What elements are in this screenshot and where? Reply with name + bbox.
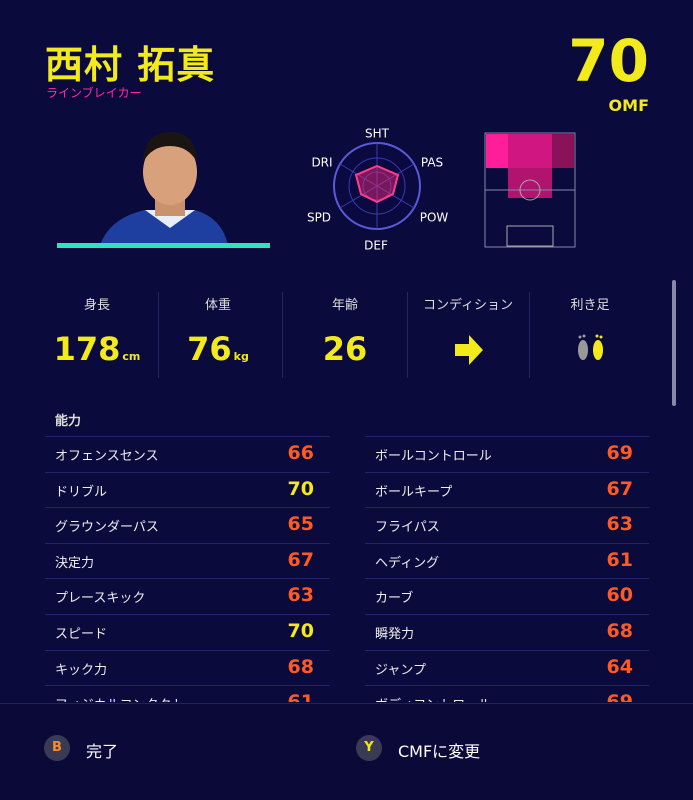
stat-name: ジャンプ bbox=[375, 662, 426, 678]
button-label[interactable]: 完了 bbox=[86, 742, 119, 761]
stat-name: ボディコントロール bbox=[375, 694, 491, 702]
stat-value: 69 bbox=[606, 442, 633, 464]
header-graphics: SHT PAS POW DEF SPD DRI bbox=[57, 127, 576, 253]
radar-label: DEF bbox=[364, 239, 388, 253]
stat-value: 64 bbox=[606, 655, 633, 678]
divider bbox=[406, 292, 408, 378]
info-icons bbox=[455, 334, 603, 365]
stat-row: ボディコントロール 69 bbox=[365, 685, 649, 702]
stat-value: 66 bbox=[287, 442, 314, 464]
stat-value: 65 bbox=[287, 513, 314, 536]
stat-value: 70 bbox=[287, 620, 314, 642]
stat-value: 67 bbox=[606, 477, 633, 500]
stat-row: ドリブル 70 bbox=[45, 471, 330, 508]
info-value: 76 kg bbox=[158, 330, 278, 368]
stat-row: 決定力 67 bbox=[45, 542, 330, 579]
radar-label: POW bbox=[420, 211, 449, 225]
stat-row: プレースキック 63 bbox=[45, 578, 330, 614]
foot-icon bbox=[578, 334, 603, 360]
stat-name: フライパス bbox=[375, 520, 440, 536]
stat-value: 63 bbox=[287, 584, 314, 607]
stat-name: オフェンスセンス bbox=[55, 449, 159, 464]
stat-name: グラウンダーパス bbox=[55, 520, 159, 536]
info-value: 26 bbox=[285, 330, 405, 368]
overall-rating: 70 bbox=[568, 27, 649, 95]
stat-name: ボールキープ bbox=[375, 484, 453, 500]
stat-name: プレースキック bbox=[55, 591, 146, 607]
info-number: 76 bbox=[187, 330, 232, 368]
accent-bar bbox=[57, 243, 270, 248]
divider bbox=[529, 292, 530, 378]
info-label: 体重 bbox=[204, 298, 231, 313]
radar bbox=[333, 142, 421, 230]
stat-row: ジャンプ 64 bbox=[365, 649, 649, 686]
info-unit: cm bbox=[122, 350, 141, 363]
stat-value: 70 bbox=[287, 477, 314, 500]
stat-row: スピード 70 bbox=[45, 614, 330, 650]
player-photo bbox=[100, 132, 228, 245]
stat-row: ボールコントロール 69 bbox=[365, 436, 649, 472]
radar-label: SHT bbox=[365, 127, 390, 141]
scrollbar[interactable] bbox=[672, 280, 676, 406]
button-label[interactable]: CMFに変更 bbox=[398, 742, 481, 761]
stat-row: キック力 68 bbox=[45, 649, 330, 686]
stat-value: 68 bbox=[287, 655, 314, 678]
radar-label: PAS bbox=[421, 156, 443, 170]
divider bbox=[281, 292, 283, 378]
footer: B 完了 Y CMFに変更 bbox=[0, 703, 693, 800]
divider bbox=[157, 292, 159, 378]
stat-name: ヘディング bbox=[375, 555, 440, 571]
condition-arrow bbox=[455, 335, 483, 365]
stat-value: 61 bbox=[606, 548, 633, 571]
stat-row: ボールキープ 67 bbox=[365, 471, 649, 508]
stat-name: ボールコントロール bbox=[375, 449, 492, 464]
info-label: 利き足 bbox=[570, 298, 610, 313]
stat-value: 68 bbox=[606, 620, 633, 642]
info-number: 178 bbox=[53, 330, 121, 368]
stat-value: 63 bbox=[606, 513, 633, 536]
stat-row: オフェンスセンス 66 bbox=[45, 436, 330, 472]
info-unit: kg bbox=[233, 350, 249, 363]
stat-row: カーブ 60 bbox=[365, 578, 649, 614]
stat-value: 67 bbox=[287, 548, 314, 571]
position: OMF bbox=[608, 96, 649, 115]
button-icon[interactable]: Y bbox=[356, 735, 382, 761]
player-name: 西村 拓真 bbox=[45, 43, 216, 87]
stat-name: 決定力 bbox=[55, 555, 95, 571]
position-map bbox=[484, 132, 576, 248]
stat-row: フライパス 63 bbox=[365, 507, 649, 543]
stat-value: 69 bbox=[607, 691, 633, 702]
stat-row: フィジカルコンタクト 61 bbox=[45, 685, 330, 702]
stats-title: 能力 bbox=[55, 414, 82, 429]
stat-name: カーブ bbox=[375, 591, 414, 607]
info-label: 年齢 bbox=[331, 298, 358, 313]
radar-label: DRI bbox=[311, 156, 332, 170]
info-label: コンディション bbox=[422, 298, 514, 313]
info-number: 26 bbox=[322, 330, 368, 368]
stat-value: 60 bbox=[606, 584, 633, 607]
stat-row: 瞬発力 68 bbox=[365, 614, 649, 650]
stat-row: グラウンダーパス 65 bbox=[45, 507, 330, 543]
info-label: 身長 bbox=[83, 298, 110, 313]
stat-name: フィジカルコンタクト bbox=[55, 694, 184, 702]
stat-value: 61 bbox=[288, 691, 314, 702]
stat-name: キック力 bbox=[55, 662, 108, 678]
stats-list: オフェンスセンス 66 ドリブル 70 グラウンダーパス 65 決定力 67 プレースキック 63… bbox=[0, 436, 693, 702]
info-value: 178 cm bbox=[37, 330, 157, 368]
stat-row: ヘディング 61 bbox=[365, 542, 649, 579]
play-style: ラインブレイカー bbox=[46, 86, 142, 100]
stat-name: 瞬発力 bbox=[375, 627, 415, 642]
radar-label: SPD bbox=[307, 211, 331, 225]
stat-name: スピード bbox=[55, 627, 108, 642]
button-icon[interactable]: B bbox=[44, 735, 70, 761]
stat-name: ドリブル bbox=[55, 484, 108, 500]
